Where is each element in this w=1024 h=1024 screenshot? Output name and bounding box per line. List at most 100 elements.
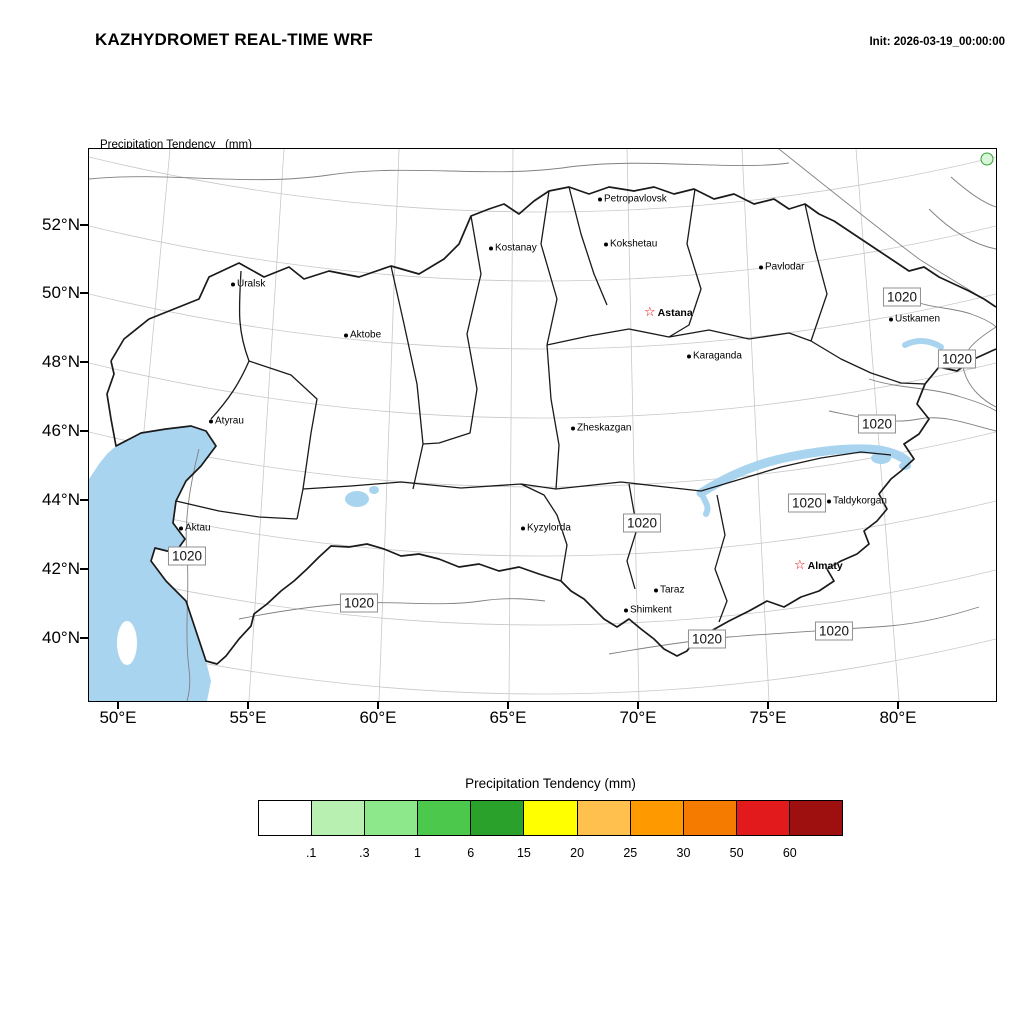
lat-tick-mark xyxy=(80,499,88,501)
lat-tick-mark xyxy=(80,292,88,294)
lon-tick-mark xyxy=(247,701,249,709)
city-dot-icon xyxy=(571,426,575,430)
city-marker: Uralsk xyxy=(231,279,265,290)
lat-tick-label: 48°N xyxy=(42,352,80,371)
colorbar-tick-label: 30 xyxy=(676,846,691,860)
lake-zaysan xyxy=(902,338,944,350)
colorbar-cell xyxy=(311,800,366,836)
lat-tick-mark xyxy=(80,430,88,432)
lat-tick-label: 46°N xyxy=(42,421,80,440)
colorbar-cell xyxy=(258,800,313,836)
city-label: Aktau xyxy=(185,522,211,534)
city-marker: Atyrau xyxy=(209,416,244,427)
aral-sea xyxy=(345,491,369,507)
colorbar-cell xyxy=(629,800,684,836)
lon-tick-mark xyxy=(637,701,639,709)
city-dot-icon xyxy=(209,419,213,423)
city-dot-icon xyxy=(827,499,831,503)
lon-tick-label: 70°E xyxy=(619,708,657,727)
city-label: Kyzylorda xyxy=(527,522,571,534)
colorbar-cell xyxy=(523,800,578,836)
city-marker: Zheskazgan xyxy=(571,423,631,434)
colorbar-cell xyxy=(682,800,737,836)
colorbar-cell xyxy=(364,800,419,836)
city-dot-icon xyxy=(521,526,525,530)
city-dot-icon xyxy=(489,246,493,250)
pressure-label: 1020 xyxy=(937,349,977,369)
kazakhstan-border xyxy=(106,186,996,665)
colorbar-tick-label: .3 xyxy=(359,846,370,860)
pressure-contours xyxy=(89,149,996,701)
lon-tick-mark xyxy=(377,701,379,709)
lon-tick-mark xyxy=(507,701,509,709)
city-marker: Taldykorgan xyxy=(827,496,887,507)
kazakhstan-map-svg xyxy=(89,149,996,701)
city-marker: Shimkent xyxy=(624,605,672,616)
city-marker: Pavlodar xyxy=(759,262,804,273)
pressure-label: 1020 xyxy=(857,414,897,434)
city-label: Pavlodar xyxy=(765,261,805,273)
colorbar-tick-label: .1 xyxy=(305,846,317,860)
product-title: KAZHYDROMET REAL-TIME WRF xyxy=(95,30,373,49)
lon-tick-mark xyxy=(897,701,899,709)
pressure-label: 1020 xyxy=(814,621,854,641)
city-dot-icon xyxy=(687,354,691,358)
city-label: Kostanay xyxy=(495,242,537,254)
lon-tick-mark xyxy=(767,701,769,709)
pressure-label: 1020 xyxy=(787,493,827,513)
city-marker: Karaganda xyxy=(687,351,742,362)
city-marker: Kokshetau xyxy=(604,239,657,250)
city-label: Uralsk xyxy=(237,278,266,290)
city-marker: Petropavlovsk xyxy=(598,194,667,205)
capital-star-icon: ☆ xyxy=(794,557,806,572)
city-dot-icon xyxy=(179,526,183,530)
city-label: Taldykorgan xyxy=(833,495,887,507)
pressure-label: 1020 xyxy=(687,629,727,649)
lat-tick-label: 50°N xyxy=(42,283,80,302)
colorbar-tick-label: 20 xyxy=(570,846,585,860)
city-label: Taraz xyxy=(660,584,685,596)
city-dot-icon xyxy=(231,282,235,286)
lat-tick-label: 40°N xyxy=(42,628,80,647)
city-label: Zheskazgan xyxy=(577,422,632,434)
city-marker: Ustkamen xyxy=(889,314,940,325)
precip-spot xyxy=(980,152,994,166)
oblast-borders xyxy=(175,186,926,623)
city-marker: Kostanay xyxy=(489,243,537,254)
city-dot-icon xyxy=(889,317,893,321)
lat-tick-mark xyxy=(80,361,88,363)
city-marker: Taraz xyxy=(654,585,684,596)
colorbar-tick-label: 25 xyxy=(623,846,638,860)
city-dot-icon xyxy=(624,608,628,612)
city-marker: Kyzylorda xyxy=(521,523,571,534)
city-dot-icon xyxy=(604,242,608,246)
city-dot-icon xyxy=(598,197,602,201)
city-label: Shimkent xyxy=(630,604,672,616)
pressure-label: 1020 xyxy=(882,287,922,307)
capital-marker: ☆ Almaty xyxy=(794,558,843,572)
pressure-label: 1020 xyxy=(339,593,379,613)
lon-tick-label: 55°E xyxy=(229,708,267,727)
colorbar-tick-label: 60 xyxy=(782,846,797,860)
colorbar-cell xyxy=(735,800,790,836)
city-dot-icon xyxy=(654,588,658,592)
lake-balkhash xyxy=(696,444,912,498)
capital-star-icon: ☆ xyxy=(644,304,656,319)
city-dot-icon xyxy=(759,265,763,269)
colorbar-tick-label: 1 xyxy=(414,846,422,860)
colorbar-cell xyxy=(576,800,631,836)
lat-tick-mark xyxy=(80,568,88,570)
colorbar-cell xyxy=(470,800,525,836)
colorbar-tick-label: 6 xyxy=(467,846,475,860)
city-dot-icon xyxy=(344,333,348,337)
map-plot: Petropavlovsk Kostanay Kokshetau Pavlodar Ur… xyxy=(88,148,997,702)
lat-tick-mark xyxy=(80,224,88,226)
city-label: Aktobe xyxy=(350,329,382,341)
lat-tick-label: 52°N xyxy=(42,215,80,234)
city-label: Karaganda xyxy=(693,350,742,362)
colorbar-cell xyxy=(788,800,844,836)
lon-tick-label: 50°E xyxy=(99,708,137,727)
colorbar-tick-label: 15 xyxy=(516,846,531,860)
lon-tick-label: 80°E xyxy=(879,708,917,727)
